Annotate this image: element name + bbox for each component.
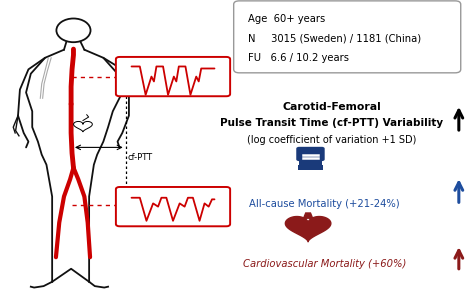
- Text: cf-PTT: cf-PTT: [127, 153, 152, 162]
- Bar: [299, 155, 322, 165]
- Polygon shape: [303, 213, 313, 220]
- Bar: [298, 165, 323, 170]
- Text: Cardiovascular Mortality (+60%): Cardiovascular Mortality (+60%): [243, 260, 406, 269]
- Polygon shape: [285, 216, 331, 242]
- FancyBboxPatch shape: [116, 57, 230, 96]
- FancyBboxPatch shape: [296, 147, 325, 161]
- Text: (log coefficient of variation +1 SD): (log coefficient of variation +1 SD): [247, 135, 417, 144]
- Text: Carotid-Femoral: Carotid-Femoral: [283, 102, 381, 112]
- Text: Pulse Transit Time (cf-PTT) Variability: Pulse Transit Time (cf-PTT) Variability: [220, 118, 443, 128]
- Text: N     3015 (Sweden) / 1181 (China): N 3015 (Sweden) / 1181 (China): [248, 33, 421, 43]
- FancyBboxPatch shape: [116, 187, 230, 226]
- Text: Age  60+ years: Age 60+ years: [248, 14, 325, 24]
- Text: FU   6.6 / 10.2 years: FU 6.6 / 10.2 years: [248, 53, 349, 63]
- Text: All-cause Mortality (+21-24%): All-cause Mortality (+21-24%): [249, 199, 400, 209]
- FancyBboxPatch shape: [234, 1, 461, 73]
